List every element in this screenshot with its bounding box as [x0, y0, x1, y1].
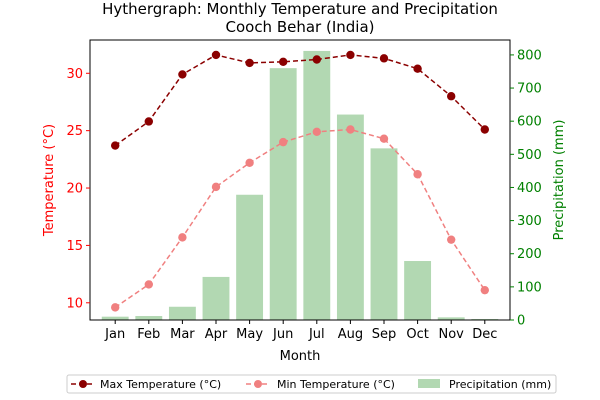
- y-axis-left-label: Temperature (°C): [42, 124, 57, 237]
- max-temp-point: [178, 70, 187, 79]
- precipitation-bar: [303, 50, 331, 321]
- x-tick-label: Aug: [338, 327, 363, 342]
- y-right-tick-label: 800: [517, 48, 542, 63]
- y-left-tick-label: 20: [66, 182, 83, 197]
- x-axis: Jan Feb Mar Apr May Jun Jul Aug Sep Oct Nov Dec: [104, 320, 497, 342]
- legend-precip-label: Precipitation (mm): [449, 378, 551, 391]
- y-right-tick-label: 500: [517, 148, 542, 163]
- x-tick-label: Oct: [406, 327, 428, 342]
- precipitation-bar: [336, 114, 364, 320]
- legend-min-label: Min Temperature (°C): [277, 378, 395, 391]
- precipitation-bar: [135, 316, 163, 320]
- min-temp-point: [346, 125, 355, 134]
- min-temp-point: [447, 235, 456, 244]
- precipitation-bar: [269, 68, 297, 320]
- max-temp-point: [312, 55, 321, 64]
- y-left-tick-label: 30: [66, 67, 83, 82]
- max-temp-point: [379, 54, 389, 63]
- x-tick-label: Nov: [439, 327, 465, 342]
- precipitation-bar: [236, 194, 264, 320]
- min-temp-point: [279, 137, 288, 147]
- min-temp-line: [114, 128, 486, 308]
- chart-subtitle: Cooch Behar (India): [225, 18, 374, 36]
- max-temp-point: [346, 50, 355, 60]
- precipitation-bar: [168, 306, 196, 320]
- x-tick-label: Feb: [137, 327, 160, 342]
- chart-title: Hythergraph: Monthly Temperature and Pre…: [102, 0, 498, 18]
- min-temp-point: [480, 285, 489, 295]
- max-temp-point: [144, 117, 153, 126]
- y-left-tick-label: 25: [66, 124, 83, 139]
- precipitation-bars: [101, 50, 499, 321]
- max-temp-point: [279, 57, 288, 67]
- legend: Max Temperature (°C) Min Temperature (°C…: [66, 374, 557, 394]
- min-temp-point: [413, 170, 422, 179]
- max-temp-point: [413, 64, 422, 73]
- x-tick-label: Apr: [205, 327, 228, 342]
- min-temp-point: [245, 158, 254, 167]
- legend-precip-swatch: [418, 379, 440, 388]
- precipitation-bar: [404, 261, 432, 320]
- max-temp-point: [111, 141, 120, 150]
- y-right-tick-label: 200: [517, 247, 542, 262]
- y-axis-left: 10 15 20 25 30: [66, 67, 90, 311]
- x-tick-label: Jan: [104, 327, 125, 342]
- precipitation-bar: [101, 316, 129, 320]
- y-right-tick-label: 400: [517, 181, 542, 196]
- min-temp-point: [144, 280, 153, 289]
- min-temp-point: [178, 233, 187, 242]
- precipitation-bar: [370, 148, 398, 320]
- max-temp-point: [447, 92, 456, 101]
- max-temp-line: [114, 54, 486, 147]
- y-right-tick-label: 100: [517, 280, 542, 295]
- min-temp-point: [211, 182, 221, 192]
- plot-frame: [89, 39, 511, 321]
- precipitation-bar: [437, 317, 465, 320]
- temperature-lines: [111, 50, 489, 312]
- x-tick-label: May: [236, 327, 263, 342]
- min-temp-point: [111, 303, 120, 312]
- x-axis-label: Month: [280, 349, 321, 364]
- x-tick-label: Sep: [372, 327, 397, 342]
- legend-max-marker: [79, 380, 87, 388]
- max-temp-point: [480, 125, 489, 134]
- min-temp-point: [379, 134, 389, 143]
- y-left-tick-label: 15: [66, 239, 83, 254]
- y-axis-right: 0 100 200 300 400 500 600 700 800: [510, 48, 542, 329]
- x-tick-label: Jun: [272, 327, 293, 342]
- x-tick-label: Jul: [308, 327, 325, 342]
- y-right-tick-label: 600: [517, 115, 542, 130]
- max-temp-point: [211, 50, 221, 60]
- precipitation-bar: [202, 276, 230, 320]
- y-right-tick-label: 0: [517, 314, 525, 329]
- x-tick-label: Dec: [472, 327, 497, 342]
- y-right-tick-label: 300: [517, 214, 542, 229]
- y-axis-right-label: Precipitation (mm): [552, 120, 567, 241]
- legend-min-marker: [254, 380, 262, 388]
- y-right-tick-label: 700: [517, 82, 542, 97]
- max-temp-point: [245, 58, 254, 68]
- min-temp-point: [312, 127, 321, 137]
- legend-max-label: Max Temperature (°C): [100, 378, 221, 391]
- y-left-tick-label: 10: [66, 296, 83, 311]
- x-tick-label: Mar: [170, 327, 195, 342]
